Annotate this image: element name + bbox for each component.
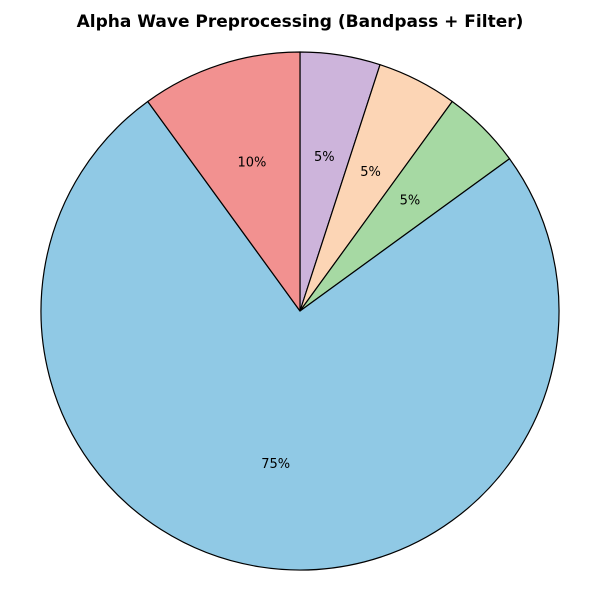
slice-label-0: 5% bbox=[314, 150, 335, 165]
chart-title: Alpha Wave Preprocessing (Bandpass + Fil… bbox=[76, 12, 524, 32]
pie-slice-4 bbox=[147, 51, 301, 312]
pie-slice-3 bbox=[40, 100, 560, 571]
slice-label-1: 5% bbox=[360, 165, 381, 180]
slice-label-2: 5% bbox=[400, 194, 421, 209]
pie-slices bbox=[40, 51, 560, 571]
pie-labels: 5% 5% 5% 75% 10% bbox=[238, 150, 421, 472]
slice-label-3: 75% bbox=[261, 457, 290, 472]
slice-label-4: 10% bbox=[238, 156, 267, 171]
